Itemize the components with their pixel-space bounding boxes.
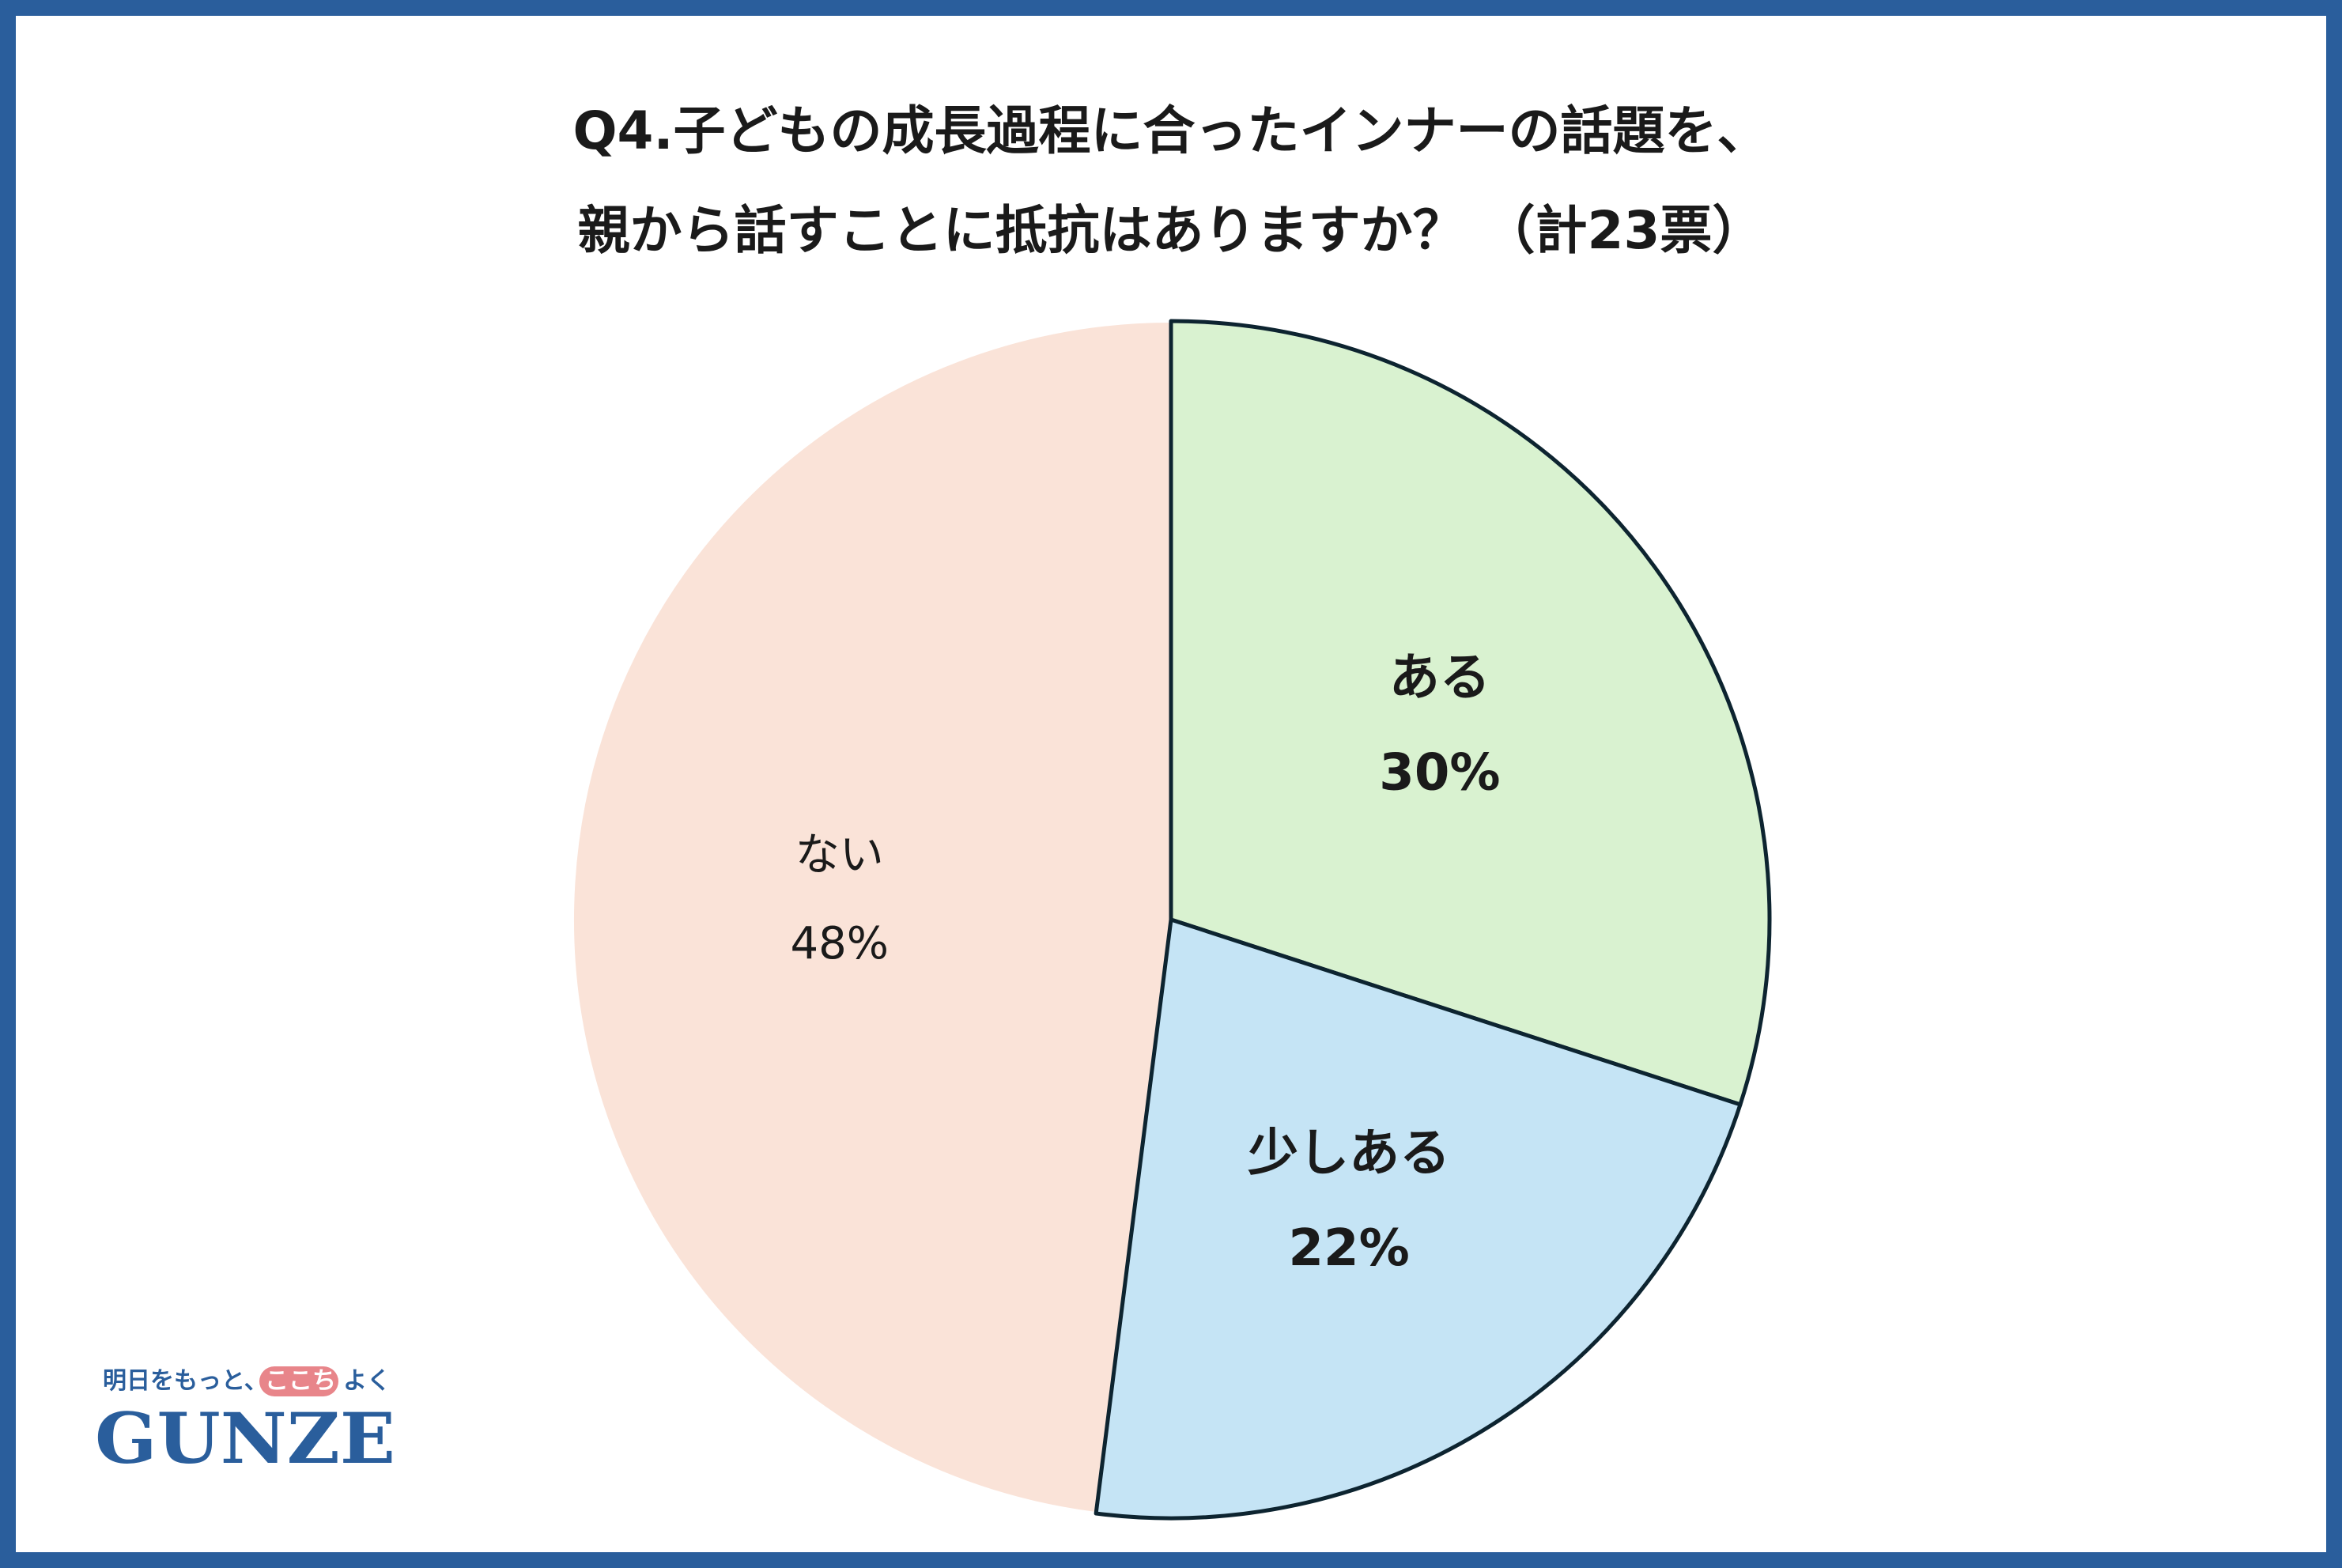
logo-tagline-suffix: よく [343, 1367, 391, 1395]
pie-slice-value-1: 30% [1379, 743, 1500, 802]
pie-slice-label-2: 少しある [1248, 1124, 1450, 1183]
logo-tagline-highlight: ここち [265, 1367, 336, 1395]
pie-slice-label-1: ある [1389, 648, 1490, 707]
logo-wordmark: GUNZE [95, 1397, 395, 1472]
pie-slice-label-3: ない [795, 829, 884, 881]
pie-labels: ある 30% 少しある 22% ない 48% [790, 648, 1500, 1278]
logo-tagline-prefix: 明日をもっと、 [103, 1367, 268, 1395]
pie-slice-3 [571, 319, 1173, 1516]
chart-title-line-1: Q4.子どもの成長過程に合ったインナーの話題を、 [572, 100, 1770, 161]
pie-slice-value-2: 22% [1289, 1219, 1410, 1278]
pie-slices [571, 319, 1772, 1521]
chart-title-line-2: 親から話すことに抵抗はありますか？ （計23票） [577, 200, 1765, 261]
pie-slice-value-3: 48% [790, 918, 888, 969]
gunze-logo: 明日をもっと、 ここち よく GUNZE [95, 1366, 395, 1472]
logo-tagline: 明日をもっと、 [103, 1367, 268, 1395]
logo-heart-badge [259, 1366, 338, 1396]
pie-slice-2 [1094, 917, 1743, 1521]
pie-slice-1 [1169, 319, 1772, 1107]
